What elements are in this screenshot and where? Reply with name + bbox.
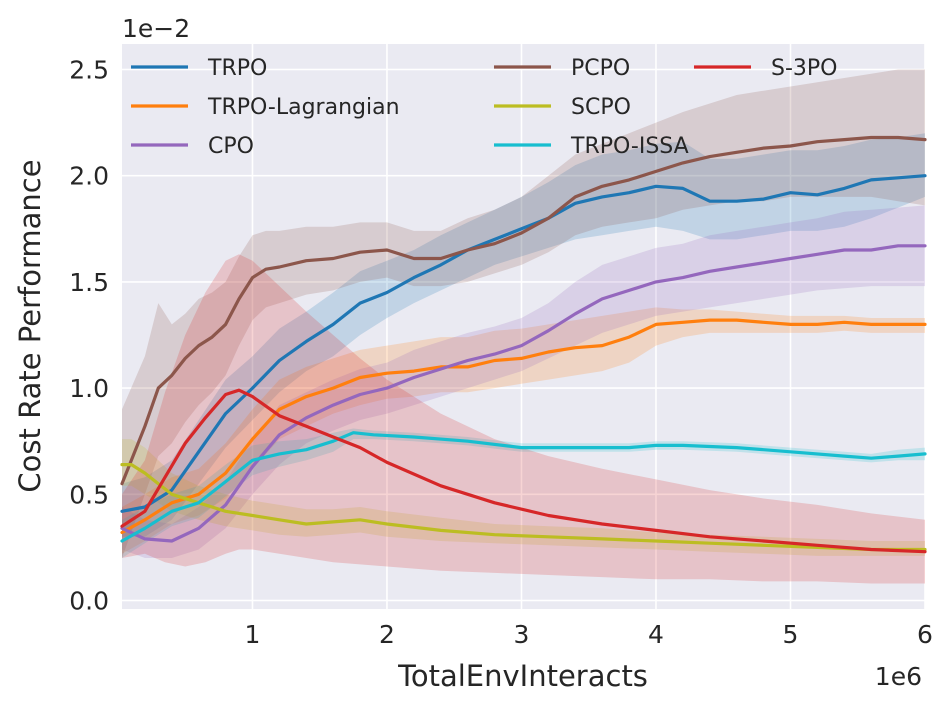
y-tick-label: 1.0 <box>69 374 109 403</box>
x-tick-label: 5 <box>783 620 799 649</box>
y-offset-label: 1e−2 <box>122 14 190 43</box>
x-tick-label: 4 <box>648 620 664 649</box>
x-tick-label: 6 <box>917 620 933 649</box>
band-pcpo <box>122 69 925 558</box>
x-offset-label: 1e6 <box>875 662 922 691</box>
band-scpo <box>122 439 925 556</box>
y-axis-title: Cost Rate Performance <box>13 159 47 492</box>
y-tick-label: 1.5 <box>69 268 109 297</box>
legend-label-trpo-issa: TRPO-ISSA <box>570 134 689 159</box>
gridlines <box>122 44 926 609</box>
y-tick-label: 2.5 <box>69 55 109 84</box>
legend: TRPO TRPO-Lagrangian CPO PCPO SCPO TRPO-ISSA S… <box>131 56 837 159</box>
y-tick-label: 0.5 <box>69 480 109 509</box>
series-line-trpo-issa <box>120 431 927 543</box>
x-tick-label: 1 <box>245 620 261 649</box>
y-axis-ticks: 0.0 0.5 1.0 1.5 2.0 2.5 <box>69 55 109 615</box>
legend-label-s-3po: S-3PO <box>771 56 837 81</box>
x-tick-label: 3 <box>514 620 530 649</box>
legend-label-scpo: SCPO <box>571 95 631 120</box>
series-line-trpo-lagrangian <box>120 318 927 535</box>
legend-label-trpo-lagrangian: TRPO-Lagrangian <box>207 95 400 120</box>
series-line-cpo <box>120 244 927 543</box>
x-axis-ticks: 1 2 3 4 5 6 <box>245 620 933 649</box>
band-trpo <box>122 133 925 537</box>
series-line-pcpo <box>120 135 927 486</box>
legend-label-pcpo: PCPO <box>571 56 630 81</box>
y-tick-label: 2.0 <box>69 162 109 191</box>
confidence-bands <box>122 69 925 584</box>
x-axis-title: TotalEnvInteracts <box>397 659 648 693</box>
x-tick-label: 2 <box>379 620 395 649</box>
series-line-trpo <box>120 174 927 513</box>
legend-label-trpo: TRPO <box>207 56 267 81</box>
legend-label-cpo: CPO <box>208 134 254 159</box>
band-trpo-lagrangian <box>122 307 925 554</box>
series-line-s-3po <box>120 388 927 554</box>
band-s-3po <box>122 254 925 584</box>
series-lines <box>120 135 927 554</box>
band-cpo <box>122 205 925 558</box>
y-tick-label: 0.0 <box>69 587 109 616</box>
series-line-scpo <box>120 463 927 552</box>
